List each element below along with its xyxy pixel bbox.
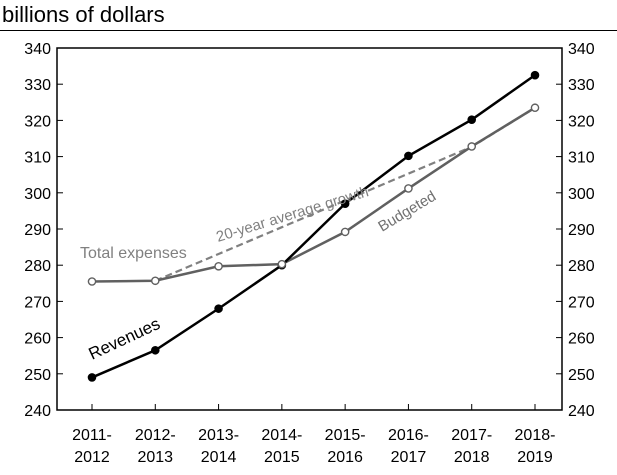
series-markers: [87, 70, 540, 382]
y-tick-label-right: 280: [568, 258, 595, 275]
point-revenues: [150, 345, 160, 355]
y-tick-label-right: 310: [568, 150, 595, 167]
y-tick-label-left: 280: [24, 258, 51, 275]
y-tick-label-right: 340: [568, 41, 595, 58]
point-total-expenses: [150, 276, 160, 286]
point-total-expenses: [340, 227, 350, 237]
y-tick-label-left: 320: [24, 113, 51, 130]
y-tick-label-right: 240: [568, 403, 595, 420]
series-line-revenues: [91, 74, 536, 379]
y-tick-label-left: 340: [24, 41, 51, 58]
y-tick-label-left: 240: [24, 403, 51, 420]
point-total-expenses: [404, 184, 413, 193]
x-tick-label: 2012-2013: [135, 427, 176, 466]
y-tick-label-right: 330: [568, 77, 595, 94]
point-revenues: [87, 373, 97, 382]
y-tick-label-left: 300: [24, 186, 51, 203]
right-axis: 240 250 260 270 280 290 300 310 320 330 340: [556, 41, 595, 420]
x-tick-label: 2017-2018: [451, 427, 492, 466]
point-revenues: [214, 304, 223, 313]
x-tick-label: 2015-2016: [325, 427, 366, 466]
y-tick-label-left: 260: [24, 331, 51, 348]
unit-title: billions of dollars: [2, 2, 165, 27]
y-tick-label-right: 270: [568, 294, 595, 311]
x-tick-label: 2014-2015: [261, 427, 302, 466]
y-tick-label-right: 290: [568, 222, 595, 239]
y-tick-label-left: 250: [24, 367, 51, 384]
x-tick-label: 2011-2012: [72, 427, 112, 466]
point-revenues: [340, 199, 350, 208]
x-tick-label: 2018-2019: [515, 427, 556, 466]
y-tick-label-right: 300: [568, 186, 595, 203]
x-tick-label: 2013-2014: [198, 427, 239, 466]
y-tick-label-left: 270: [24, 294, 51, 311]
y-tick-label-left: 330: [24, 77, 51, 94]
y-tick-label-right: 260: [568, 331, 595, 348]
point-total-expenses: [87, 277, 97, 286]
x-axis: 2011-2012 2012-2013 2013-2014 2014-2015 2015…: [72, 404, 555, 466]
point-revenues: [530, 70, 540, 80]
y-tick-label-left: 290: [24, 222, 51, 239]
point-revenues: [404, 151, 413, 161]
x-tick-label: 2016-2017: [388, 427, 429, 466]
series-line-total-expenses: [91, 106, 536, 283]
point-revenues: [467, 115, 477, 124]
top-rule: [0, 30, 617, 31]
annotation-revenues: Revenues: [86, 314, 163, 364]
point-total-expenses: [277, 259, 287, 269]
annotation-total-expenses: Total expenses: [80, 245, 187, 262]
y-tick-label-right: 320: [568, 113, 595, 130]
left-axis: 240 250 260 270 280 290 300 310 320 330 340: [24, 41, 63, 420]
annotation-budgeted: Budgeted: [375, 188, 439, 236]
point-total-expenses: [467, 142, 477, 151]
y-tick-label-left: 310: [24, 150, 51, 167]
y-tick-label-right: 250: [568, 367, 595, 384]
point-total-expenses: [530, 103, 540, 113]
annotation-average-growth: 20-year average growth: [214, 183, 370, 246]
plot-area-frame: [56, 47, 563, 411]
point-total-expenses: [214, 261, 223, 271]
